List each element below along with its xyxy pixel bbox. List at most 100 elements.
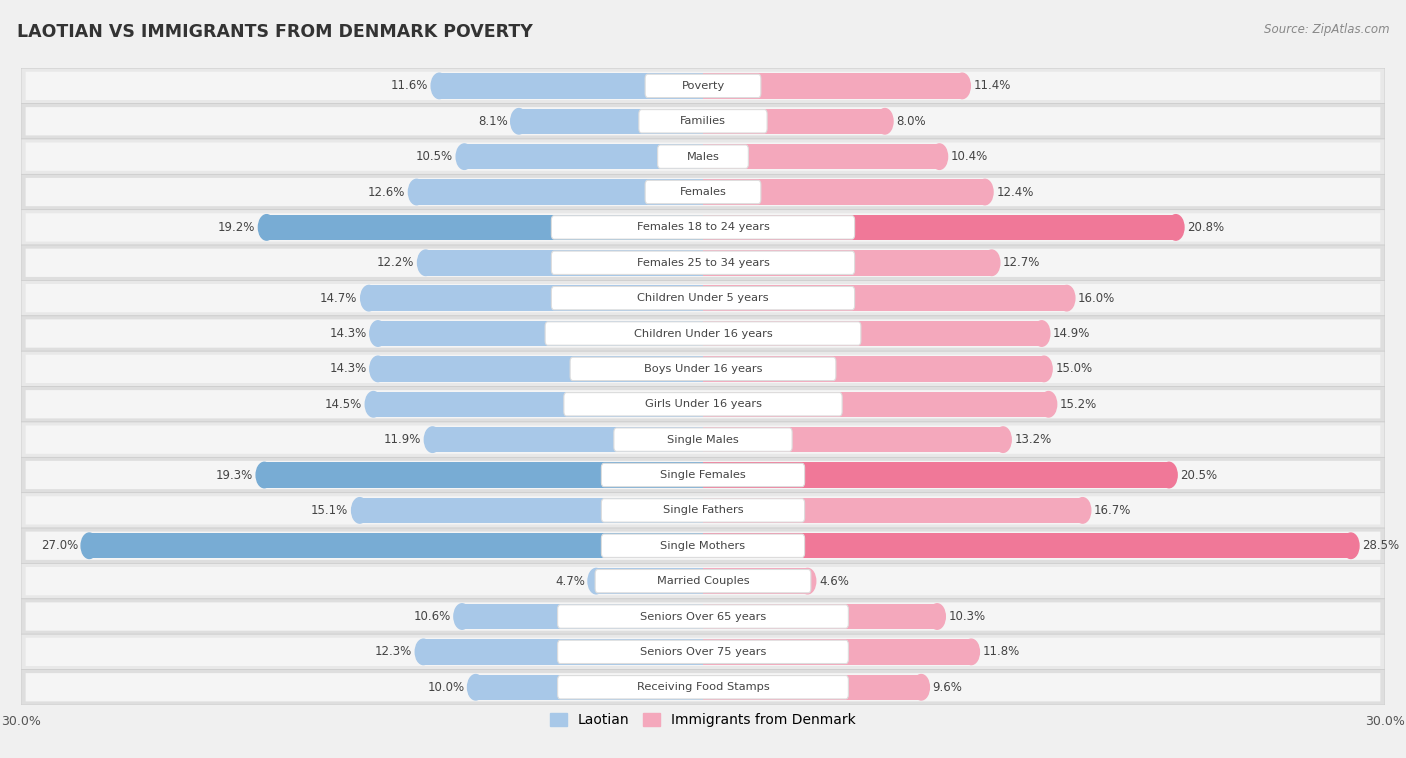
Text: 13.2%: 13.2% [1014,433,1052,446]
FancyBboxPatch shape [558,675,848,699]
Text: 11.4%: 11.4% [973,80,1011,92]
Text: 19.2%: 19.2% [218,221,256,234]
Circle shape [1074,498,1091,523]
FancyBboxPatch shape [546,322,860,345]
Circle shape [1059,286,1074,311]
FancyBboxPatch shape [25,531,1381,560]
FancyBboxPatch shape [21,669,1385,705]
Bar [703,108,884,134]
FancyBboxPatch shape [25,319,1381,348]
Circle shape [953,74,970,99]
Text: Children Under 5 years: Children Under 5 years [637,293,769,303]
Text: Children Under 16 years: Children Under 16 years [634,328,772,339]
FancyBboxPatch shape [25,284,1381,312]
Circle shape [1033,321,1050,346]
Text: 14.7%: 14.7% [321,292,357,305]
Text: Seniors Over 75 years: Seniors Over 75 years [640,647,766,657]
Circle shape [1167,215,1184,240]
FancyBboxPatch shape [25,213,1381,242]
FancyBboxPatch shape [21,68,1385,104]
FancyBboxPatch shape [21,493,1385,528]
Bar [703,533,1351,559]
Bar [368,286,703,311]
Bar [703,74,962,99]
Text: 9.6%: 9.6% [932,681,963,694]
FancyBboxPatch shape [595,569,811,593]
FancyBboxPatch shape [21,528,1385,563]
FancyBboxPatch shape [25,178,1381,206]
Circle shape [912,675,929,700]
Text: 11.6%: 11.6% [391,80,427,92]
Circle shape [963,639,980,665]
Circle shape [977,180,993,205]
FancyBboxPatch shape [25,603,1381,631]
Text: 12.7%: 12.7% [1002,256,1040,269]
Bar [423,639,703,665]
Text: Seniors Over 65 years: Seniors Over 65 years [640,612,766,622]
Text: Single Females: Single Females [661,470,745,480]
FancyBboxPatch shape [25,425,1381,454]
Text: 12.3%: 12.3% [375,645,412,659]
FancyBboxPatch shape [645,74,761,98]
Text: 14.5%: 14.5% [325,398,363,411]
Text: 27.0%: 27.0% [41,539,77,553]
FancyBboxPatch shape [551,251,855,274]
FancyBboxPatch shape [21,104,1385,139]
Text: LAOTIAN VS IMMIGRANTS FROM DENMARK POVERTY: LAOTIAN VS IMMIGRANTS FROM DENMARK POVER… [17,23,533,41]
Text: 19.3%: 19.3% [215,468,253,481]
FancyBboxPatch shape [614,428,792,451]
FancyBboxPatch shape [551,216,855,239]
FancyBboxPatch shape [551,287,855,310]
Text: 8.0%: 8.0% [896,114,925,128]
Text: Females 25 to 34 years: Females 25 to 34 years [637,258,769,268]
Text: Receiving Food Stamps: Receiving Food Stamps [637,682,769,692]
FancyBboxPatch shape [21,245,1385,280]
Text: Married Couples: Married Couples [657,576,749,586]
FancyBboxPatch shape [558,605,848,628]
Text: Girls Under 16 years: Girls Under 16 years [644,399,762,409]
Text: 10.6%: 10.6% [413,610,451,623]
Circle shape [1040,392,1057,417]
Circle shape [456,144,472,169]
FancyBboxPatch shape [21,457,1385,493]
Circle shape [432,74,447,99]
Circle shape [454,604,470,629]
Bar [703,286,1067,311]
Text: Single Fathers: Single Fathers [662,506,744,515]
Bar [264,462,703,487]
Text: Females: Females [679,187,727,197]
Circle shape [425,427,440,453]
Text: 12.4%: 12.4% [997,186,1033,199]
Bar [475,675,703,700]
FancyBboxPatch shape [21,280,1385,316]
Text: 14.9%: 14.9% [1053,327,1091,340]
Text: 10.4%: 10.4% [950,150,988,163]
Bar [267,215,703,240]
FancyBboxPatch shape [21,139,1385,174]
Text: 16.7%: 16.7% [1094,504,1132,517]
Circle shape [370,356,387,381]
FancyBboxPatch shape [25,355,1381,383]
Circle shape [995,427,1011,453]
FancyBboxPatch shape [638,110,768,133]
Text: 11.8%: 11.8% [983,645,1019,659]
Bar [416,180,703,205]
FancyBboxPatch shape [602,463,804,487]
Text: 4.7%: 4.7% [555,575,585,587]
Bar [433,427,703,453]
Bar [374,392,703,417]
Circle shape [588,568,605,594]
Text: 28.5%: 28.5% [1362,539,1399,553]
Circle shape [370,321,387,346]
Bar [703,392,1049,417]
Circle shape [256,462,273,487]
Text: Males: Males [686,152,720,161]
FancyBboxPatch shape [602,534,804,557]
Circle shape [1036,356,1052,381]
Text: Boys Under 16 years: Boys Under 16 years [644,364,762,374]
FancyBboxPatch shape [21,351,1385,387]
Text: 14.3%: 14.3% [329,327,367,340]
Bar [463,604,703,629]
FancyBboxPatch shape [21,599,1385,634]
FancyBboxPatch shape [25,461,1381,489]
